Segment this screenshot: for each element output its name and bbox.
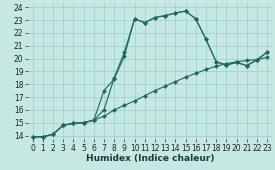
X-axis label: Humidex (Indice chaleur): Humidex (Indice chaleur) [86, 154, 214, 163]
